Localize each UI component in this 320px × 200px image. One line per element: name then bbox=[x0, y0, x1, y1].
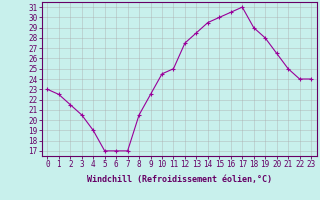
X-axis label: Windchill (Refroidissement éolien,°C): Windchill (Refroidissement éolien,°C) bbox=[87, 175, 272, 184]
